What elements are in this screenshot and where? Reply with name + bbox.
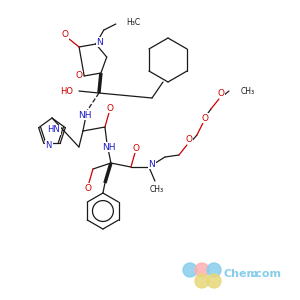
Text: O: O: [218, 88, 224, 98]
Circle shape: [195, 274, 209, 288]
Text: N: N: [96, 38, 103, 46]
Text: O: O: [106, 103, 113, 112]
Text: O: O: [84, 184, 92, 193]
Text: HN: HN: [48, 125, 60, 134]
Text: O: O: [61, 31, 69, 40]
Circle shape: [183, 263, 197, 277]
Text: O: O: [185, 134, 192, 143]
Text: CH₃: CH₃: [150, 184, 164, 194]
Text: N: N: [148, 160, 155, 169]
Text: HO: HO: [60, 86, 73, 95]
Circle shape: [195, 263, 209, 277]
Text: O: O: [132, 143, 140, 152]
Text: Chem: Chem: [224, 269, 259, 279]
Text: NH: NH: [78, 110, 92, 119]
Text: NH: NH: [102, 142, 116, 152]
Text: O: O: [201, 113, 208, 122]
Text: H₃C: H₃C: [126, 17, 140, 26]
Circle shape: [207, 274, 221, 288]
Circle shape: [207, 263, 221, 277]
Text: N: N: [46, 141, 52, 150]
Text: CH₃: CH₃: [241, 86, 255, 95]
Text: .com: .com: [252, 269, 282, 279]
Text: O: O: [76, 71, 83, 80]
